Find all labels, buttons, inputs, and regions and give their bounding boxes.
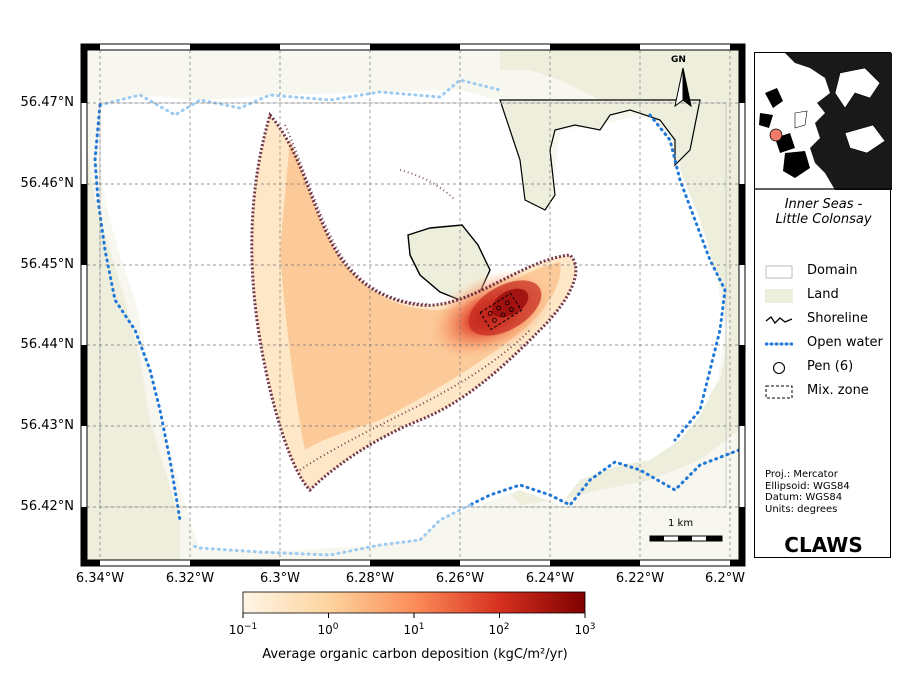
open-water-dots-icon: [765, 337, 793, 351]
lon-tick-label: 6.28°W: [335, 571, 405, 586]
scale-bar-label: 1 km: [668, 518, 693, 529]
land-patch-icon: [765, 289, 793, 303]
lon-tick-label: 6.26°W: [425, 571, 495, 586]
lat-tick-label: 56.42°N: [4, 499, 74, 514]
colorbar-tick-label: 101: [389, 622, 439, 637]
scale-bar: [650, 536, 722, 541]
site-location-marker: [770, 129, 782, 141]
shoreline-line-icon: [765, 313, 793, 327]
colorbar-tick-label: 102: [474, 622, 524, 637]
brand-logo-text: CLAWS: [755, 533, 892, 557]
lat-tick-label: 56.44°N: [4, 337, 74, 352]
colorbar-tick-label: 100: [303, 622, 353, 637]
north-arrow-label: GN: [671, 55, 686, 65]
lon-tick-label: 6.22°W: [605, 571, 675, 586]
lon-tick-label: 6.3°W: [245, 571, 315, 586]
lat-tick-label: 56.43°N: [4, 418, 74, 433]
mix-zone-dashed-icon: [765, 385, 793, 399]
site-title: Inner Seas - Little Colonsay: [755, 197, 892, 227]
colorbar: [243, 592, 585, 613]
colorbar-tick-label: 10−1: [218, 622, 268, 637]
domain-rect-icon: [765, 265, 793, 279]
lat-tick-label: 56.47°N: [4, 95, 74, 110]
lon-tick-label: 6.32°W: [155, 571, 225, 586]
pen-circle-icon: [765, 361, 793, 375]
colorbar-label: Average organic carbon deposition (kgC/m…: [200, 647, 630, 662]
colorbar-ticks: [243, 613, 585, 618]
lat-tick-label: 56.45°N: [4, 257, 74, 272]
locator-inset-map: [755, 53, 892, 190]
colorbar-tick-label: 103: [560, 622, 610, 637]
lon-tick-label: 6.2°W: [690, 571, 760, 586]
lon-tick-label: 6.34°W: [65, 571, 135, 586]
projection-info: Proj.: Mercator Ellipsoid: WGS84 Datum: …: [765, 469, 850, 515]
legend-panel: Inner Seas - Little Colonsay Domain Land…: [754, 52, 891, 558]
lat-tick-label: 56.46°N: [4, 176, 74, 191]
lon-tick-label: 6.24°W: [515, 571, 585, 586]
